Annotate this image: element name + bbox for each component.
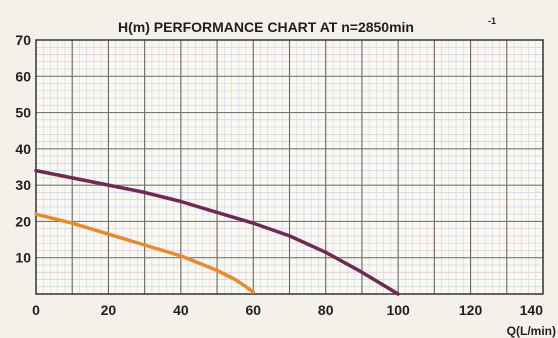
x-tick-label: 80: [318, 302, 334, 318]
x-tick-label: 20: [101, 302, 117, 318]
series-line-1: [34, 212, 256, 294]
y-tick-label: 60: [15, 68, 31, 84]
chart-title-superscript: -1: [488, 16, 496, 26]
x-tick-label: 120: [459, 302, 483, 318]
x-tick-label: 40: [173, 302, 189, 318]
y-tick-label: 50: [15, 105, 31, 121]
x-tick-labels: 0 20 40 60 80 100 120 140: [32, 302, 543, 318]
x-tick-label: 60: [245, 302, 261, 318]
plot-border: [35, 39, 544, 295]
y-tick-label: 20: [15, 213, 31, 229]
major-grid: [36, 40, 543, 294]
x-tick-label: 140: [520, 302, 544, 318]
y-tick-label: 30: [15, 177, 31, 193]
y-tick-label: 10: [15, 250, 31, 266]
x-tick-label: 0: [32, 302, 40, 318]
y-tick-label: 70: [15, 32, 31, 48]
y-tick-label: 40: [15, 141, 31, 157]
series-layer: [34, 168, 400, 296]
x-axis-label: Q(L/min): [507, 324, 556, 338]
x-tick-label: 100: [386, 302, 410, 318]
series-line-2: [34, 168, 400, 296]
y-tick-labels: 10 20 30 40 50 60 70: [15, 32, 31, 266]
chart-title: H(m) PERFORMANCE CHART AT n=2850min: [118, 19, 414, 35]
